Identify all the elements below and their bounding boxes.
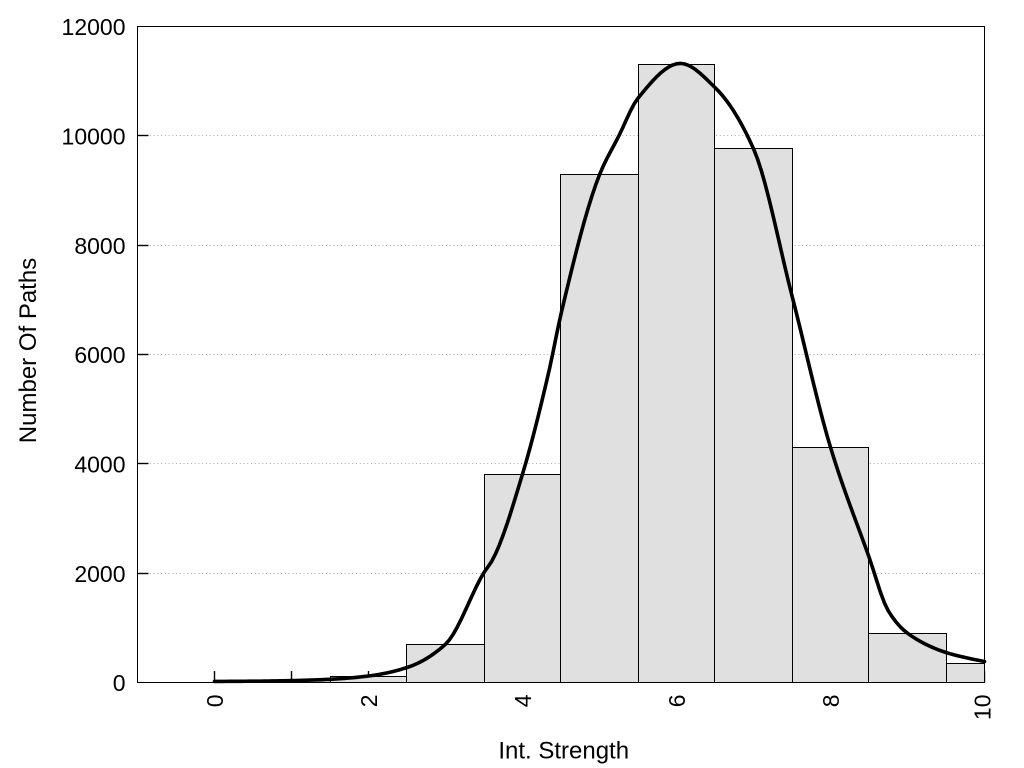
svg-text:2: 2 xyxy=(356,695,382,708)
svg-text:10000: 10000 xyxy=(62,124,126,150)
svg-text:8: 8 xyxy=(818,695,844,708)
svg-text:Int. Strength: Int. Strength xyxy=(498,737,629,764)
svg-text:12000: 12000 xyxy=(62,14,126,40)
svg-text:0: 0 xyxy=(202,695,228,708)
svg-text:2000: 2000 xyxy=(74,561,125,587)
svg-text:10: 10 xyxy=(969,695,995,721)
svg-text:4: 4 xyxy=(510,694,536,707)
svg-text:8000: 8000 xyxy=(74,233,125,259)
svg-text:6: 6 xyxy=(664,695,690,708)
svg-text:0: 0 xyxy=(113,670,126,696)
svg-text:4000: 4000 xyxy=(74,452,125,478)
svg-text:6000: 6000 xyxy=(74,342,125,368)
svg-text:Number Of Paths: Number Of Paths xyxy=(15,258,42,443)
